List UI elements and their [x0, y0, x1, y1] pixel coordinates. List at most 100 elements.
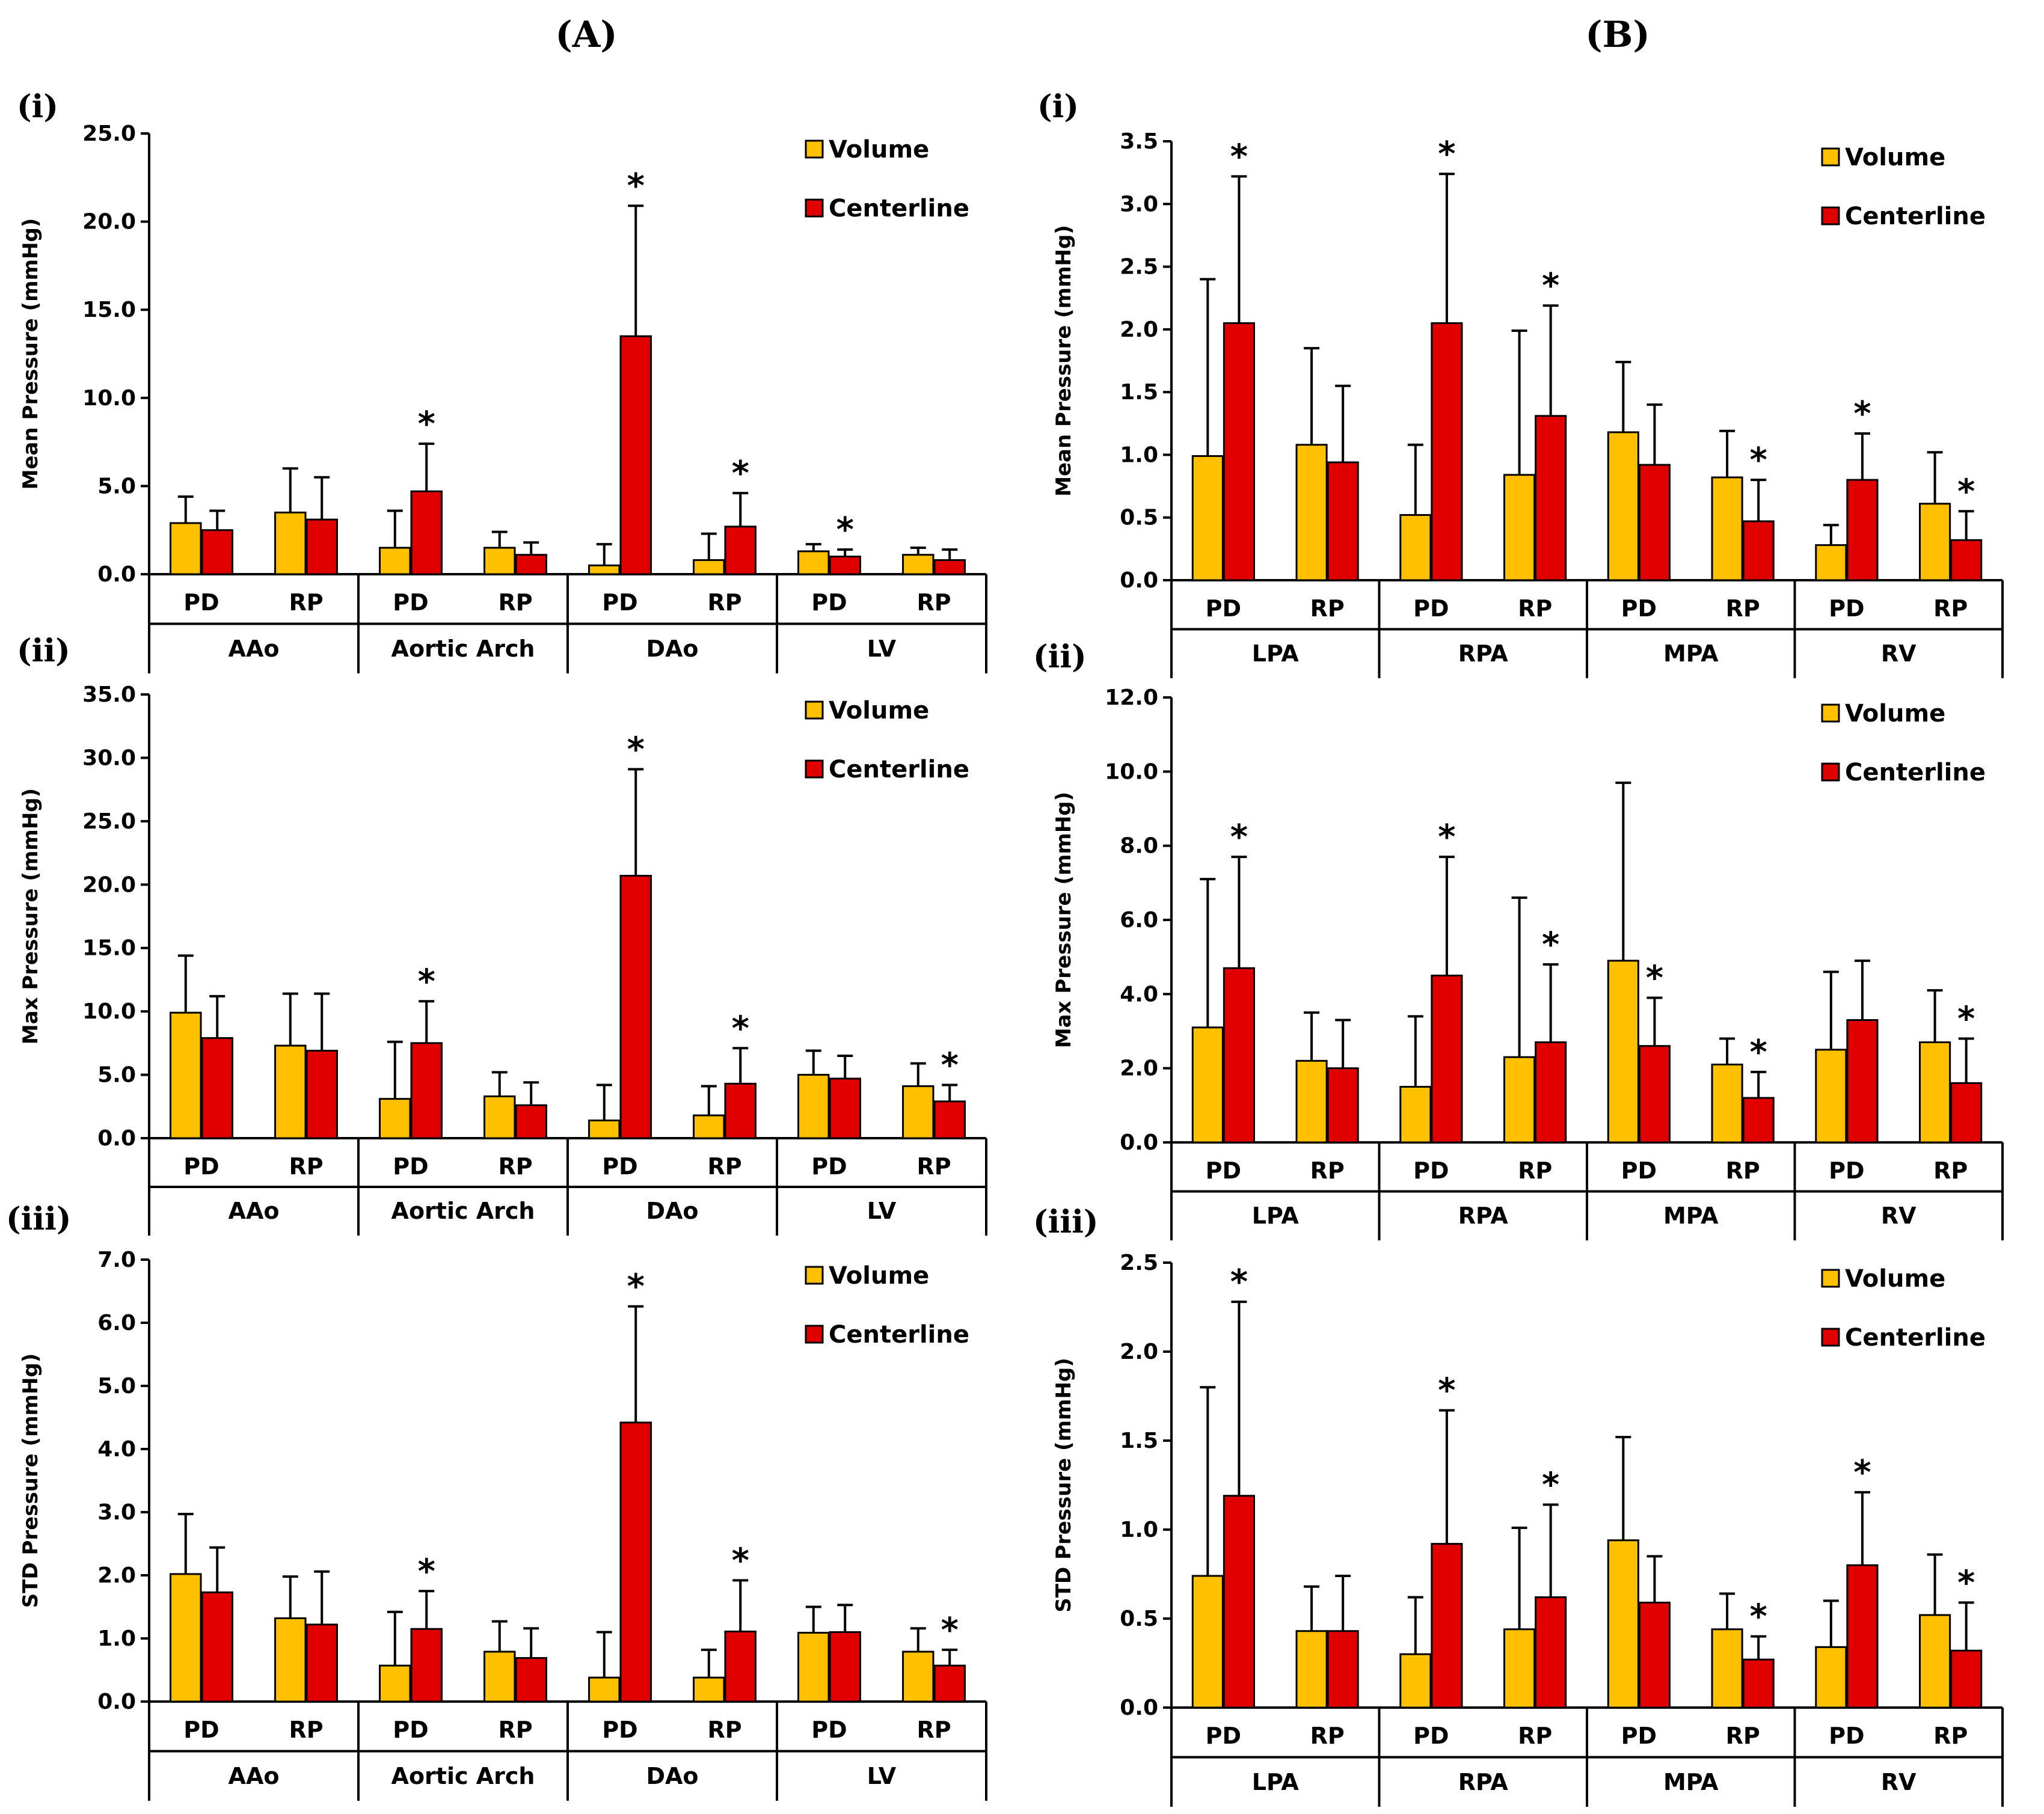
bar-centerline	[1535, 1041, 1567, 1144]
category-label: RP	[707, 1717, 741, 1743]
category-label: RP	[1726, 1723, 1760, 1749]
category-label: RP	[289, 589, 323, 616]
group-label: Aortic Arch	[391, 1198, 535, 1224]
category-label: PD	[1829, 1723, 1864, 1749]
y-tick-label: 3.0	[97, 1500, 136, 1525]
bar-volume	[1191, 1026, 1224, 1144]
group-label: AAo	[229, 1198, 280, 1224]
group-label: Aortic Arch	[391, 636, 535, 662]
legend-label: Centerline	[829, 195, 969, 222]
group-label: DAo	[646, 1763, 698, 1789]
legend-swatch-centerline	[1821, 1328, 1840, 1347]
y-tick-label: 10.0	[1105, 759, 1158, 784]
legend-label: Volume	[1845, 144, 1945, 171]
bar-centerline	[305, 518, 338, 575]
category-label: PD	[393, 1153, 428, 1180]
bar-centerline	[619, 335, 652, 575]
bar-volume	[1295, 1059, 1328, 1144]
category-label: RP	[1310, 595, 1345, 622]
legend-label: Volume	[829, 1262, 929, 1290]
bar-volume	[1295, 1630, 1328, 1709]
bar-centerline	[201, 529, 233, 575]
bar-volume	[1399, 514, 1432, 581]
y-tick-label: 0.0	[97, 562, 136, 587]
y-axis-label: Max Pressure (mmHg)	[1052, 792, 1076, 1048]
legend-label: Centerline	[1845, 759, 1986, 786]
significance-star: *	[1438, 818, 1455, 857]
category-label: PD	[1829, 1157, 1864, 1184]
significance-star: *	[732, 1009, 749, 1048]
bar-volume	[1919, 503, 1951, 581]
chart-panel-4: (ii) Max Pressure (mmHg) 0.0 2.0 4.0 6.0 8.0 10…	[1033, 639, 2004, 1240]
bar-volume	[1919, 1614, 1951, 1709]
bar-volume	[1919, 1041, 1951, 1144]
y-tick-label: 1.0	[97, 1626, 136, 1651]
chart-panel-1: (ii) Max Pressure (mmHg) 0.0 5.0 10.0 15.0 20.…	[17, 633, 987, 1236]
category-label: PD	[183, 1717, 219, 1743]
significance-star: *	[1438, 1371, 1455, 1411]
bar-centerline	[1846, 1019, 1879, 1144]
bar-volume	[693, 1114, 725, 1139]
panel-label: (iii)	[6, 1201, 71, 1237]
group-label: RV	[1881, 640, 1917, 667]
y-axis-label: STD Pressure (mmHg)	[1052, 1358, 1076, 1613]
y-tick-label: 10.0	[82, 999, 136, 1024]
y-tick-label: 5.0	[97, 1063, 136, 1088]
category-label: PD	[1413, 595, 1449, 622]
y-tick-label: 20.0	[82, 872, 136, 897]
bar-centerline	[1327, 1630, 1359, 1709]
significance-star: *	[1853, 394, 1871, 434]
bar-centerline	[724, 526, 757, 575]
group-label: LV	[867, 1763, 897, 1789]
bar-volume	[1607, 960, 1639, 1144]
significance-star: *	[627, 167, 645, 206]
significance-star: *	[1646, 959, 1663, 998]
bar-centerline	[829, 1077, 861, 1139]
bar-centerline	[1223, 1495, 1255, 1709]
bar-volume	[170, 1011, 202, 1139]
group-label: RPA	[1458, 1769, 1509, 1795]
bar-centerline	[1742, 520, 1775, 581]
significance-star: *	[732, 454, 749, 493]
significance-star: *	[941, 1611, 959, 1650]
bar-volume	[1503, 474, 1536, 581]
group-label: RPA	[1458, 640, 1509, 667]
category-label: RP	[916, 1153, 951, 1180]
bar-centerline	[933, 1100, 966, 1139]
bar-volume	[274, 511, 307, 575]
category-label: PD	[393, 589, 428, 616]
bar-volume	[274, 1044, 307, 1139]
panel-label: (ii)	[17, 633, 70, 669]
bar-volume	[902, 554, 935, 575]
category-label: RP	[1518, 595, 1552, 622]
significance-star: *	[418, 1552, 435, 1591]
category-label: PD	[602, 1153, 637, 1180]
bar-centerline	[619, 875, 652, 1139]
group-label: RV	[1881, 1769, 1917, 1795]
bar-volume	[170, 522, 202, 575]
y-tick-label: 6.0	[1120, 908, 1158, 933]
bar-volume	[588, 1119, 621, 1139]
category-label: RP	[707, 1153, 741, 1180]
significance-star: *	[1750, 1598, 1767, 1637]
significance-star: *	[1957, 472, 1975, 511]
category-label: RP	[1518, 1723, 1552, 1749]
category-label: PD	[811, 1717, 847, 1743]
bar-volume	[1815, 544, 1847, 581]
category-label: RP	[1726, 595, 1760, 622]
significance-star: *	[836, 510, 854, 550]
panel-label: (i)	[1037, 88, 1079, 125]
y-tick-label: 1.0	[1120, 443, 1158, 467]
bar-volume	[1503, 1056, 1536, 1144]
legend-swatch-volume	[805, 700, 824, 720]
y-tick-label: 2.0	[1120, 1340, 1158, 1364]
significance-star: *	[1750, 1033, 1767, 1072]
legend-label: Volume	[1845, 700, 1945, 728]
y-tick-label: 15.0	[82, 298, 136, 322]
legend-label: Centerline	[1845, 203, 1986, 230]
bar-centerline	[201, 1591, 233, 1703]
y-tick-label: 25.0	[82, 809, 136, 834]
significance-star: *	[1750, 441, 1767, 480]
y-tick-label: 0.5	[1120, 1607, 1158, 1631]
bar-centerline	[1638, 464, 1671, 581]
